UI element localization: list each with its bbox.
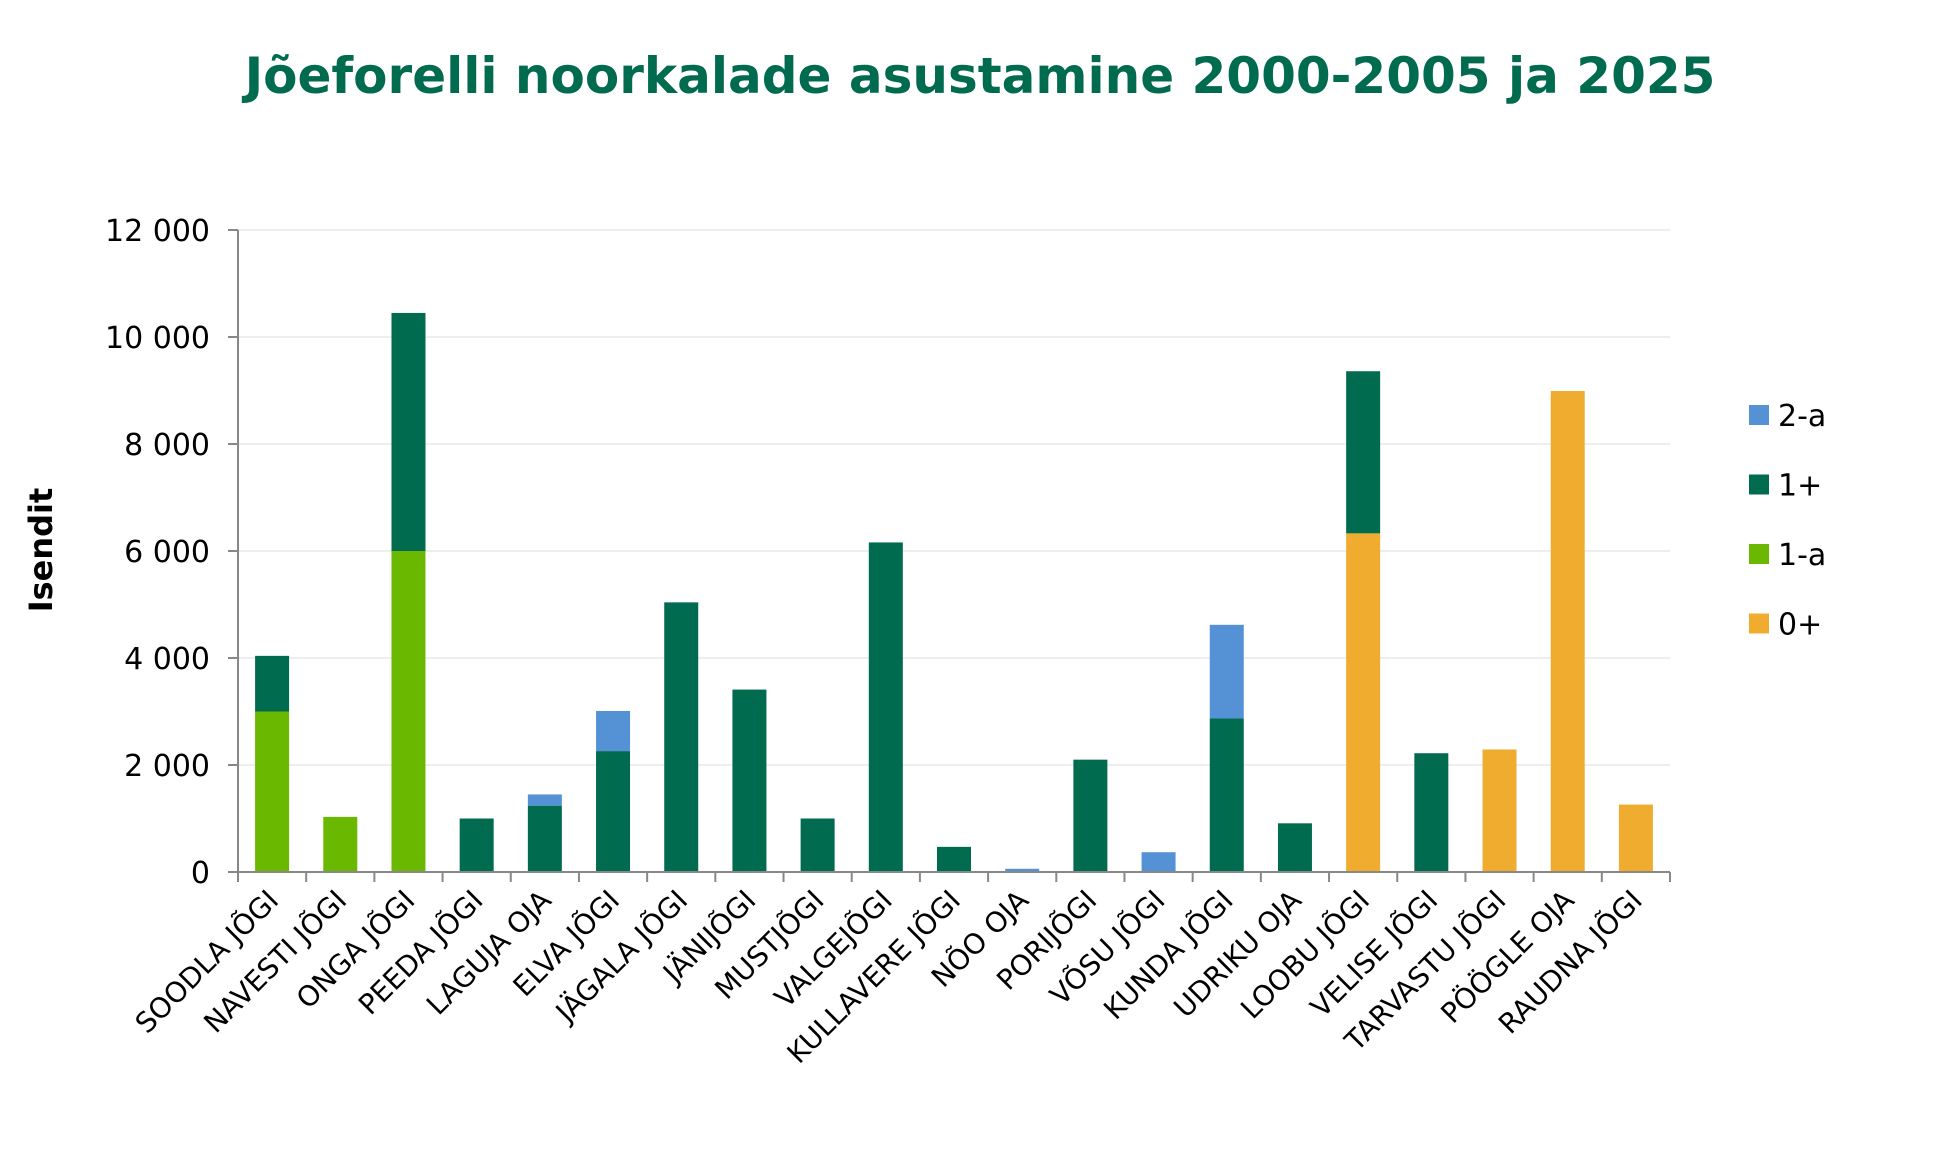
- bar-1+-7: [664, 602, 699, 872]
- y-tick-label: 8 000: [124, 428, 210, 463]
- legend-swatch-1-a: [1749, 544, 1769, 564]
- bar-1+-4: [459, 818, 494, 872]
- bar-2-a-14: [1141, 852, 1176, 872]
- bar-1+-16: [1277, 823, 1312, 872]
- y-tick-label: 10 000: [105, 321, 210, 356]
- legend-label-0+: 0+: [1778, 608, 1822, 643]
- bar-1+-18: [1414, 753, 1449, 872]
- y-tick-label: 4 000: [124, 642, 210, 677]
- bar-2-a-12: [1005, 868, 1040, 872]
- bar-1-a-2: [323, 816, 358, 872]
- legend-label-2-a: 2-a: [1778, 399, 1826, 434]
- bar-1+-1: [255, 655, 290, 712]
- bar-1+-9: [800, 818, 835, 872]
- y-tick-label: 6 000: [124, 535, 210, 570]
- legend-swatch-0+: [1749, 613, 1769, 634]
- legend-swatch-1+: [1749, 474, 1769, 495]
- bar-1+-17: [1346, 371, 1381, 534]
- bar-2-a-5: [527, 794, 562, 806]
- legend-swatch-2-a: [1749, 405, 1769, 425]
- bar-0+-19: [1482, 749, 1517, 872]
- bar-1-a-1: [255, 711, 290, 872]
- bar-1+-5: [527, 805, 562, 872]
- y-tick-label: 0: [191, 856, 210, 891]
- legend-label-1+: 1+: [1778, 469, 1822, 504]
- bar-1+-11: [937, 846, 971, 872]
- y-axis-label: Isendit: [22, 488, 60, 613]
- y-tick-label: 12 000: [105, 214, 210, 249]
- bar-1+-8: [732, 689, 767, 872]
- bar-2-a-15: [1209, 624, 1244, 719]
- bar-1-a-3: [391, 551, 426, 872]
- bar-1+-6: [596, 751, 631, 872]
- bar-1+-3: [391, 312, 426, 551]
- chart-title: Jõeforelli noorkalade asustamine 2000-20…: [242, 47, 1716, 105]
- bar-1+-13: [1073, 759, 1108, 872]
- bar-0+-17: [1346, 533, 1381, 872]
- legend-label-1-a: 1-a: [1778, 538, 1826, 573]
- bar-0+-20: [1550, 391, 1585, 872]
- y-tick-label: 2 000: [124, 749, 210, 784]
- bar-0+-21: [1618, 804, 1653, 872]
- bar-1+-15: [1209, 718, 1244, 872]
- bar-1+-10: [868, 542, 903, 872]
- bar-2-a-6: [596, 710, 631, 752]
